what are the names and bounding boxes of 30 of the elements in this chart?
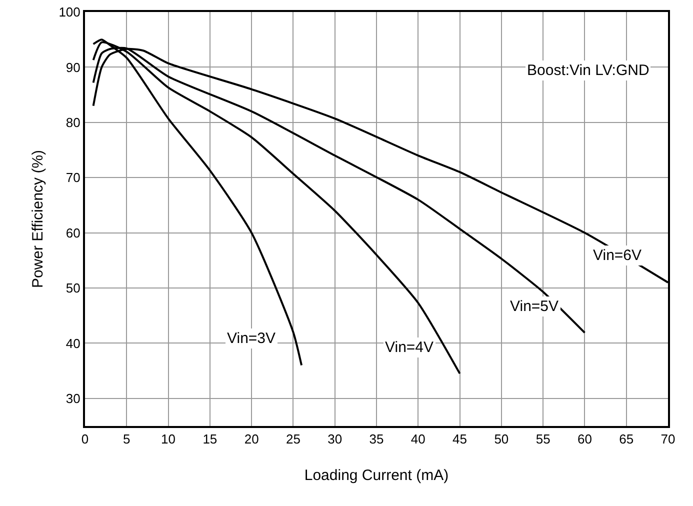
x-tick-label: 10: [161, 432, 176, 447]
x-tick-label: 0: [81, 432, 89, 447]
x-tick-label: 40: [410, 432, 426, 447]
x-tick-label: 65: [619, 432, 634, 447]
y-tick-label: 40: [66, 336, 80, 351]
y-tick-label: 70: [66, 170, 80, 186]
x-tick-label: 45: [452, 432, 468, 447]
y-tick-label: 100: [58, 4, 80, 20]
y-tick-label: 90: [66, 60, 80, 75]
x-tick-label: 25: [286, 432, 300, 447]
x-tick-label: 15: [202, 432, 218, 447]
x-tick-label: 55: [536, 432, 550, 447]
y-tick-label: 60: [66, 225, 80, 240]
x-tick-label: 70: [660, 432, 676, 447]
x-tick-label: 35: [369, 432, 384, 447]
x-tick-label: 60: [577, 432, 592, 447]
series-label: Vin=4V: [385, 339, 434, 356]
series-label: Vin=6V: [593, 247, 642, 264]
x-tick-label: 30: [328, 432, 342, 447]
y-axis-title: Power Efficiency (%): [29, 150, 46, 288]
y-tick-label: 30: [66, 390, 80, 406]
series-label: Vin=5V: [510, 298, 559, 315]
x-tick-label: 50: [494, 432, 509, 447]
x-axis-title: Loading Current (mA): [304, 467, 449, 484]
annotation: Boost:Vin LV:GND: [527, 62, 650, 79]
y-tick-label: 50: [66, 280, 80, 296]
x-tick-label: 5: [123, 432, 130, 447]
series-label: Vin=3V: [227, 330, 276, 347]
y-tick-label: 80: [66, 114, 80, 130]
x-tick-label: 20: [244, 432, 259, 447]
